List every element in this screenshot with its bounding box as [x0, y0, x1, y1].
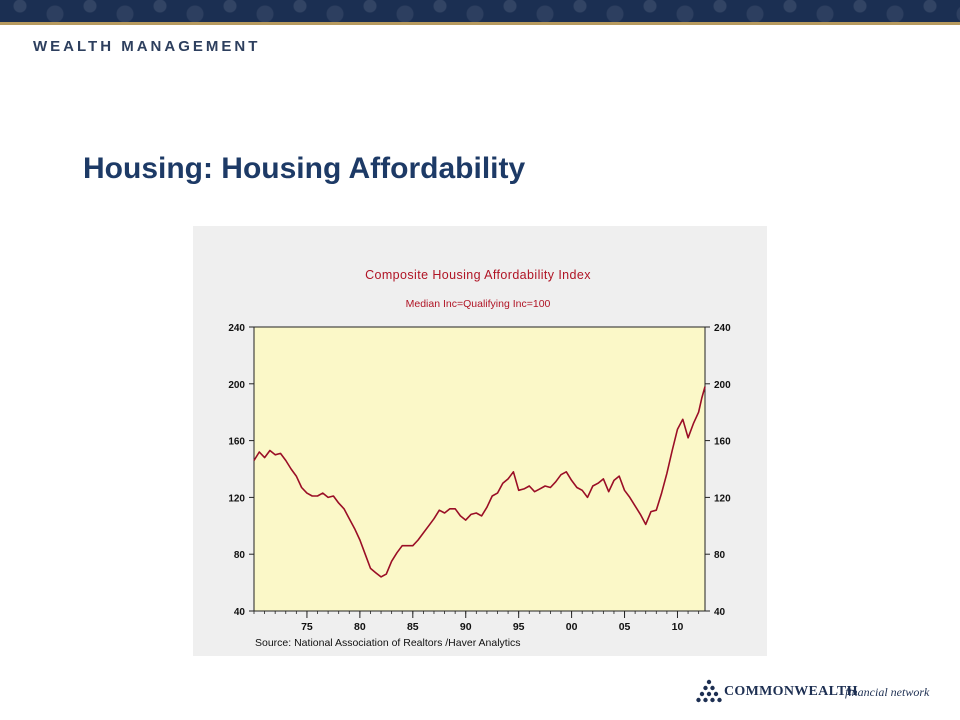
affordability-series-line — [253, 386, 706, 578]
y-tick-label-right: 160 — [714, 437, 731, 448]
y-tick-label-left: 80 — [234, 550, 246, 561]
plot-area — [253, 326, 706, 612]
y-tick-label-left: 200 — [228, 380, 245, 391]
page-title: Housing: Housing Affordability — [83, 152, 526, 185]
x-tick-label: 05 — [619, 621, 631, 633]
chart-panel: Composite Housing Affordability Index Me… — [193, 226, 767, 656]
x-tick-label: 00 — [566, 621, 578, 633]
chart-title: Composite Housing Affordability Index — [365, 268, 591, 282]
y-tick-label-left: 240 — [228, 323, 245, 334]
affordability-chart: Composite Housing Affordability Index Me… — [228, 268, 731, 633]
x-tick-label: 90 — [460, 621, 472, 633]
chart-source: Source: National Association of Realtors… — [255, 637, 521, 649]
y-tick-label-right: 40 — [714, 607, 726, 618]
x-tick-label: 85 — [407, 621, 419, 633]
x-tick-label: 80 — [354, 621, 366, 633]
x-tick-label: 95 — [513, 621, 525, 633]
y-tick-label-left: 160 — [228, 437, 245, 448]
logo-name: COMMONWEALTH — [724, 684, 858, 699]
banner-rule — [0, 22, 960, 25]
y-tick-label-left: 120 — [228, 493, 245, 504]
y-tick-label-right: 200 — [714, 380, 731, 391]
y-tick-label-right: 120 — [714, 493, 731, 504]
y-tick-label-left: 40 — [234, 607, 246, 618]
x-tick-label: 10 — [672, 621, 684, 633]
triangle-logo-icon — [696, 679, 722, 703]
y-tick-label-right: 80 — [714, 550, 726, 561]
footer-logo: COMMONWEALTH financial network — [696, 679, 936, 705]
x-tick-label: 75 — [301, 621, 313, 633]
brand-wordmark: WEALTH MANAGEMENT — [33, 38, 261, 55]
y-tick-label-right: 240 — [714, 323, 731, 334]
top-banner — [0, 0, 960, 22]
chart-subtitle: Median Inc=Qualifying Inc=100 — [406, 298, 551, 310]
logo-tagline: financial network — [845, 685, 930, 699]
